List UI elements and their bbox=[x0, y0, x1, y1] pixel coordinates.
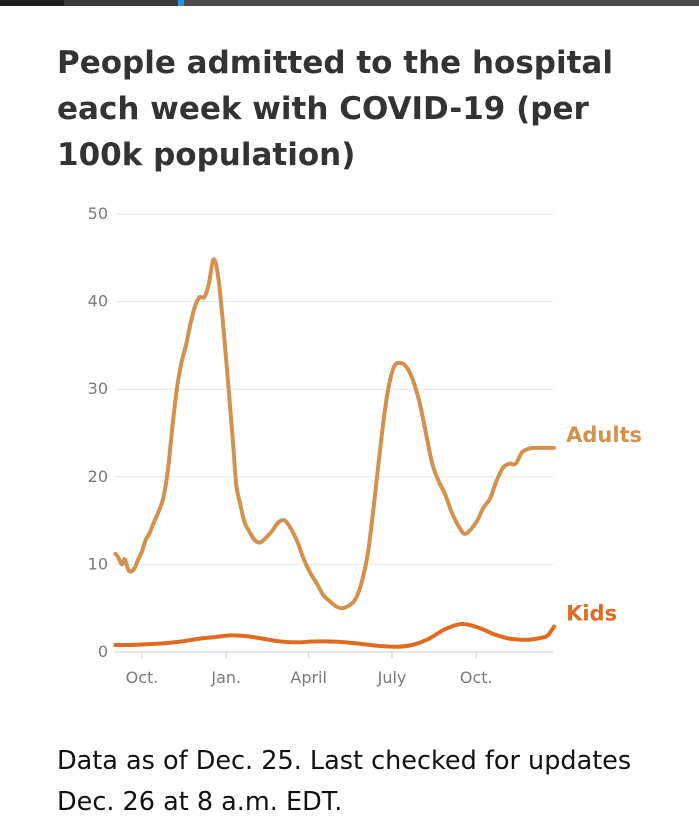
top-image-strip bbox=[0, 0, 699, 6]
line-chart: 0 10 20 30 40 50 Oct. Jan. April July Oct. Adults K… bbox=[88, 204, 642, 687]
y-tick-label: 30 bbox=[88, 379, 108, 398]
y-tick-label: 20 bbox=[88, 467, 108, 486]
image-thumbnail bbox=[0, 0, 64, 6]
y-tick-label: 10 bbox=[88, 554, 108, 573]
y-tick-label: 40 bbox=[88, 292, 108, 311]
x-tick-label: July bbox=[377, 668, 407, 687]
series-label-adults: Adults bbox=[566, 423, 642, 447]
y-tick-label: 0 bbox=[98, 642, 108, 661]
x-tick-label: April bbox=[290, 668, 327, 687]
series-labels: Adults Kids bbox=[566, 423, 642, 626]
series-line-adults bbox=[113, 257, 557, 611]
y-tick-label: 50 bbox=[88, 204, 108, 223]
x-tick-label: Jan. bbox=[210, 668, 241, 687]
chart-title: People admitted to the hospital each wee… bbox=[57, 45, 613, 173]
data-footnote: Data as of Dec. 25. Last checked for upd… bbox=[57, 746, 632, 817]
series-label-kids: Kids bbox=[566, 602, 617, 626]
series-lines bbox=[113, 257, 557, 649]
series-line-kids bbox=[113, 621, 557, 649]
x-tick-label: Oct. bbox=[126, 668, 159, 687]
image-strip bbox=[184, 0, 699, 6]
gridlines bbox=[115, 213, 553, 565]
image-accent bbox=[178, 0, 184, 6]
x-tick-label: Oct. bbox=[460, 668, 493, 687]
axes: 0 10 20 30 40 50 Oct. Jan. April July Oct. bbox=[88, 204, 553, 687]
